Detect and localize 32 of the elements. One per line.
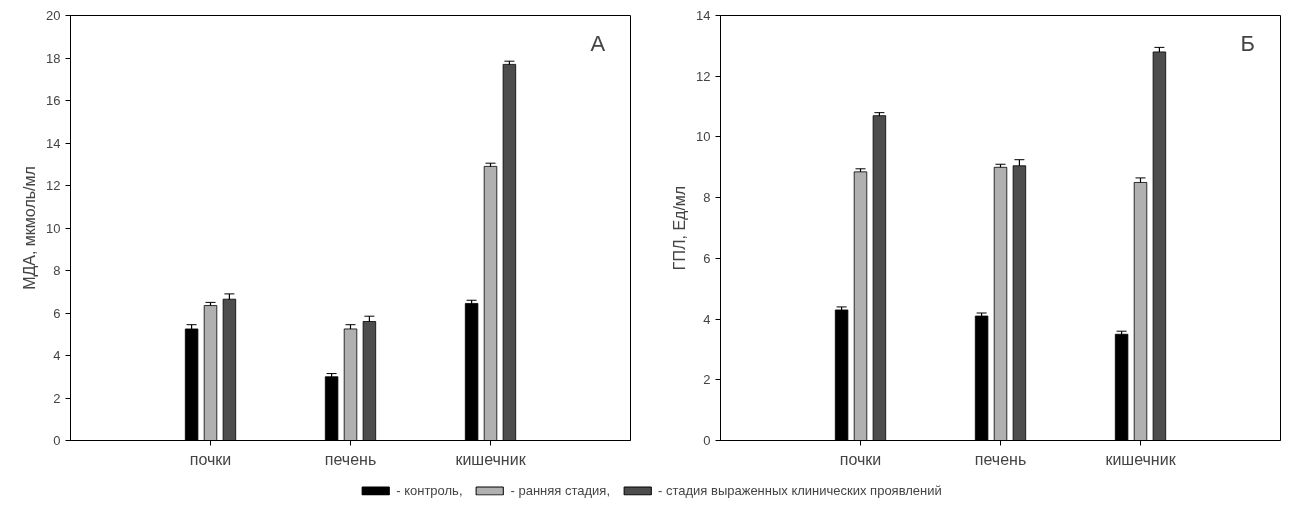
y-tick-label: 4 [703,311,711,327]
x-tick-label: кишечник [1105,450,1177,468]
y-tick-label: 14 [696,8,711,23]
annotation: А [590,30,606,56]
y-tick-label: 16 [46,93,61,108]
y-tick-label: 2 [53,390,61,406]
y-tick-label: 18 [46,50,61,66]
x-tick-label: почки [839,450,882,468]
annotation: Б [1240,30,1255,56]
y-tick-label: 8 [703,190,711,206]
y-tick-label: 12 [696,68,711,84]
x-tick-label: кишечник [455,450,527,468]
legend-label: - ранняя стадия, [510,482,611,498]
y-tick-label: 4 [53,348,61,363]
y-tick-label: 10 [46,220,61,236]
y-tick-label: 6 [53,305,61,321]
y-axis-title: МДА, мкмоль/мл [21,166,39,290]
x-tick-label: печень [974,450,1027,468]
legend-label: - стадия выраженных клинических проявлений [658,482,942,498]
y-tick-label: 2 [703,372,711,388]
y-tick-label: 10 [696,129,711,145]
x-tick-label: печень [324,450,377,468]
legend-label: - контроль, [396,482,463,498]
y-tick-label: 8 [53,263,61,278]
y-axis-title: ГПЛ, Ед/мл [671,185,689,271]
y-tick-label: 0 [703,433,711,448]
y-tick-label: 0 [53,433,61,448]
y-tick-label: 20 [46,8,61,23]
x-tick-label: почки [189,450,232,468]
y-tick-label: 12 [46,178,61,193]
y-tick-label: 14 [46,135,61,151]
y-tick-label: 6 [703,250,711,266]
